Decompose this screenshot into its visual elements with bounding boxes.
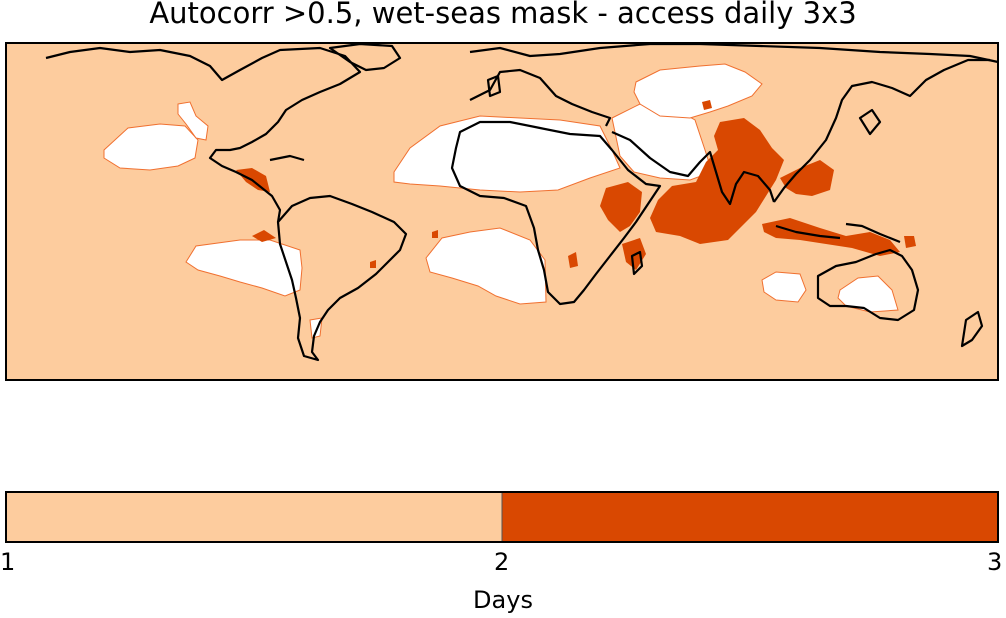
- coast-north-america: [45, 46, 362, 223]
- colorbar-frame: [5, 491, 999, 543]
- coast-caribbean: [269, 154, 305, 162]
- high-region-peru: [252, 230, 276, 242]
- high-region-small-5: [702, 100, 712, 110]
- coast-arabia-india: [611, 130, 776, 206]
- high-region-indochina: [780, 160, 834, 196]
- colorbar-segment-2-3: [502, 492, 998, 542]
- high-region-small-4: [370, 260, 376, 268]
- colorbar-tick-1: 1: [0, 548, 16, 576]
- colorbar-tick-3: 3: [987, 548, 1003, 576]
- coast-madagascar: [630, 250, 644, 276]
- high-region-east-africa: [600, 182, 642, 232]
- map-frame: [5, 42, 999, 381]
- colorbar-tick-2: 2: [494, 548, 510, 576]
- coast-greenland: [328, 42, 402, 72]
- masked-sahara: [393, 115, 621, 193]
- map-background: [6, 43, 998, 380]
- coast-south-america: [276, 194, 408, 362]
- masked-central-asia: [633, 63, 763, 119]
- masked-southeast-pacific: [185, 239, 303, 297]
- coast-east-asia: [773, 58, 990, 203]
- coast-australia: [816, 248, 920, 322]
- coast-indonesia: [775, 222, 901, 244]
- high-region-south-asia: [650, 118, 784, 244]
- colorbar-label: Days: [473, 586, 533, 614]
- coast-africa: [450, 120, 662, 306]
- coast-new-zealand: [960, 310, 984, 348]
- colorbar-segment-1-2: [6, 492, 502, 542]
- coast-uk: [486, 74, 502, 98]
- masked-australia-interior: [837, 275, 899, 313]
- high-region-small-1: [568, 252, 578, 268]
- masked-australia-west-sea: [761, 271, 807, 303]
- coast-japan: [858, 108, 882, 136]
- coastlines: [45, 42, 999, 362]
- masked-south-atlantic: [425, 227, 547, 305]
- masked-east-pacific: [103, 123, 199, 171]
- coast-europe: [469, 68, 612, 127]
- high-region-small-3: [432, 230, 438, 238]
- high-region-small-2: [904, 236, 916, 248]
- map-title: Autocorr >0.5, wet-seas mask - access da…: [149, 0, 857, 30]
- masked-baja: [177, 101, 209, 141]
